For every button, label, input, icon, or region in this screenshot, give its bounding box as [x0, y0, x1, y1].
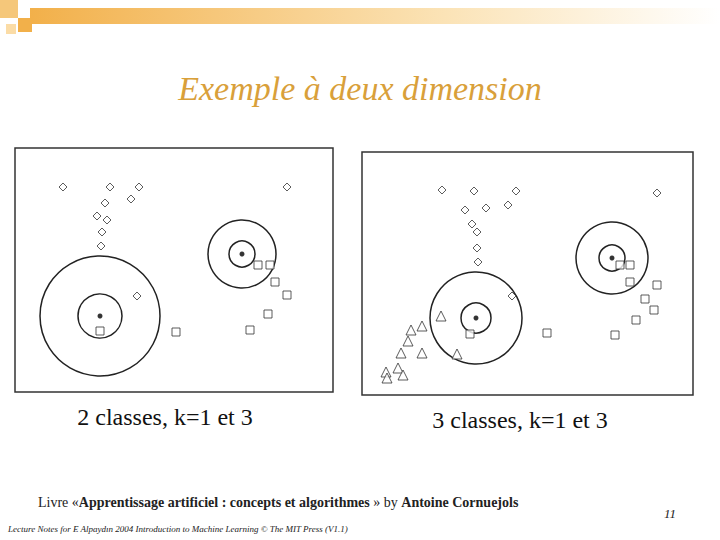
- svg-text:2 classes, k=1 et 3: 2 classes, k=1 et 3: [77, 404, 253, 430]
- html-text:Livre « Apprentissage artifici: Livre « Apprentissage artificiel : conce…: [38, 495, 519, 510]
- html-text:Lecture Notes for E Alpaydın 2: Lecture Notes for E Alpaydın 2004 Introd…: [8, 524, 348, 534]
- html-text:Exemple à deux dimension: Exemple à deux dimension: [178, 70, 542, 107]
- svg-text:3 classes, k=1 et 3: 3 classes, k=1 et 3: [432, 407, 608, 433]
- html-text:11: 11: [664, 506, 676, 521]
